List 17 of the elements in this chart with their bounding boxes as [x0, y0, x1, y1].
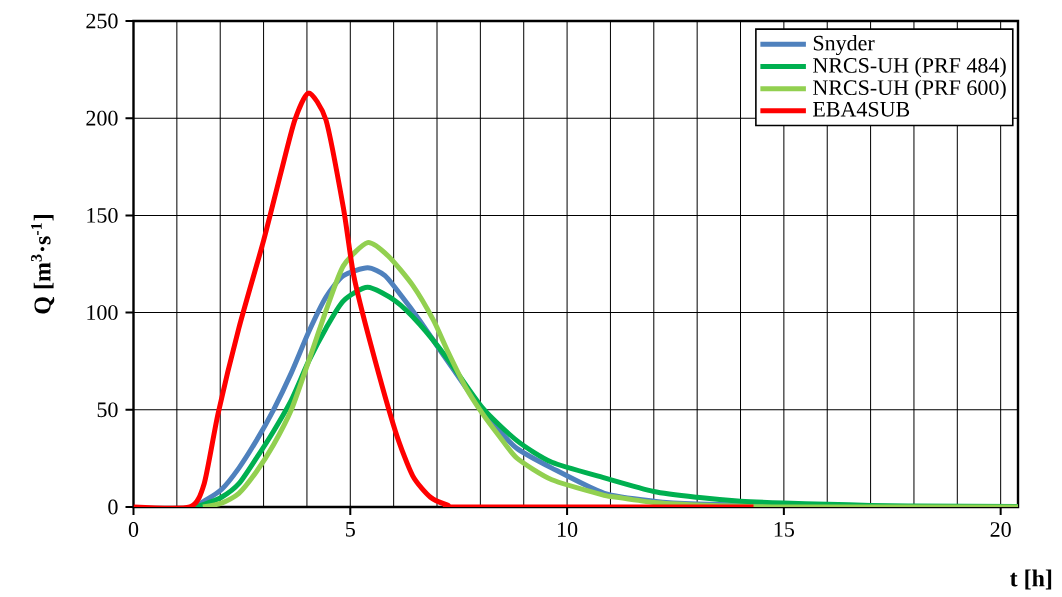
legend-label: NRCS-UH (PRF 600) [813, 79, 1006, 100]
x-tick-label: 5 [346, 522, 355, 537]
y-tick-label: 100 [87, 305, 118, 321]
x-tick-label: 15 [774, 522, 794, 537]
legend-label: Snyder [813, 35, 875, 56]
x-tick-label: 20 [990, 522, 1011, 537]
x-axis-title: t [h] [1009, 569, 1052, 590]
y-axis-title: Q [m$^{3}$·s$^{-1}$] [31, 215, 55, 314]
legend-label: NRCS-UH (PRF 484) [813, 57, 1006, 78]
y-tick-label: 50 [97, 402, 118, 418]
x-tick-label: 0 [128, 522, 139, 537]
x-tick-label: 10 [558, 522, 578, 537]
y-tick-label: 200 [86, 110, 118, 126]
y-tick-label: 250 [86, 13, 118, 29]
y-tick-label: 150 [87, 207, 118, 223]
y-tick-label: 0 [108, 499, 118, 515]
legend-label: EBA4SUB [813, 101, 910, 117]
